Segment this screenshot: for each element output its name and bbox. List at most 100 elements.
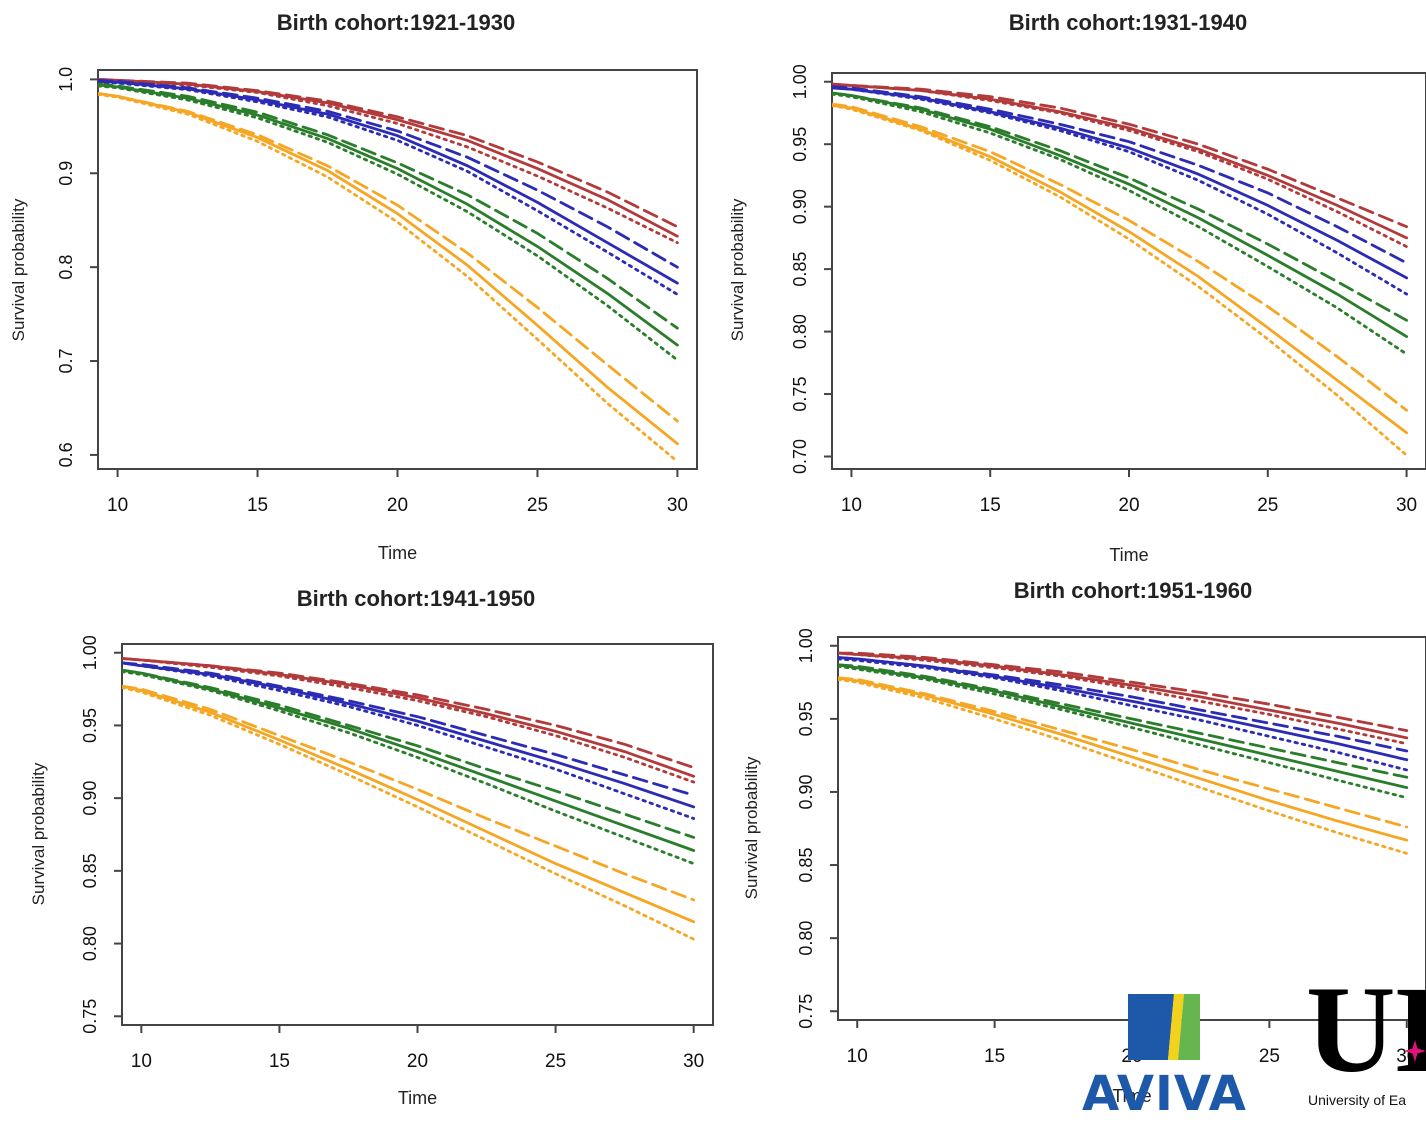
- series-line-green-dashed: [832, 91, 1408, 322]
- series-line-orange-dashed: [832, 102, 1408, 412]
- series-line-green-dotted: [832, 92, 1408, 356]
- x-tick-label: 20: [1118, 495, 1139, 516]
- y-tick-label: 0.6: [56, 442, 76, 467]
- y-tick-label: 0.95: [790, 127, 810, 162]
- x-tick-label: 15: [247, 495, 268, 516]
- series-line-green-dotted: [98, 84, 679, 362]
- x-tick-label: 15: [269, 1051, 290, 1072]
- y-tick-label: 0.85: [796, 848, 816, 883]
- x-tick-label: 20: [387, 495, 408, 516]
- y-tick-label: 0.90: [790, 189, 810, 224]
- y-tick-label: 0.7: [56, 349, 76, 374]
- y-tick-label: 0.90: [80, 781, 100, 816]
- x-tick-label: 10: [107, 495, 128, 516]
- y-tick-label: 0.80: [80, 926, 100, 961]
- chart-panel-1: Birth cohort:1921-1930 10 15 20 25 30 0.6 0.7 0.…: [9, 10, 698, 563]
- series-line-orange-dashed: [122, 684, 696, 902]
- y-tick-label: 1.00: [80, 635, 100, 670]
- y-tick-label: 1.00: [790, 64, 810, 99]
- y-axis-label: Survival probability: [9, 198, 28, 341]
- series-line-blue-dotted: [838, 657, 1409, 772]
- x-tick-label: 10: [841, 495, 862, 516]
- y-tick-label: 0.9: [56, 161, 76, 186]
- y-tick-label: 0.75: [790, 377, 810, 412]
- x-tick-label: 25: [545, 1051, 566, 1072]
- y-tick-label: 0.75: [80, 999, 100, 1034]
- series-line-orange-dashed: [838, 676, 1409, 829]
- chart-title: Birth cohort:1951-1960: [1014, 578, 1252, 603]
- series-line-blue-dashed: [98, 78, 679, 269]
- y-tick-label: 0.75: [796, 994, 816, 1029]
- series-line-orange-dashed: [98, 92, 679, 423]
- x-tick-label: 10: [131, 1051, 152, 1072]
- series-line-red-dashed: [832, 82, 1408, 229]
- series-line-red-dotted: [832, 82, 1408, 249]
- y-tick-label: 0.80: [796, 921, 816, 956]
- y-axis-label: Survival probability: [728, 198, 747, 341]
- series-line-blue-dashed: [122, 661, 696, 797]
- x-tick-label: 30: [1396, 495, 1417, 516]
- series-line-orange-solid: [832, 104, 1408, 435]
- chart-panel-3: Birth cohort:1941-1950 10 15 20 25 30 0.75 0.80…: [29, 586, 714, 1108]
- series-line-blue-solid: [832, 86, 1408, 280]
- y-tick-label: 0.80: [790, 314, 810, 349]
- series-line-red-dotted: [122, 657, 696, 784]
- chart-title: Birth cohort:1941-1950: [297, 586, 535, 611]
- series-line-blue-dotted: [122, 661, 696, 820]
- chart-title: Birth cohort:1931-1940: [1009, 10, 1247, 35]
- series-line-blue-dashed: [838, 656, 1409, 753]
- series-line-green-solid: [838, 663, 1409, 789]
- x-axis-label: Time: [378, 543, 417, 563]
- x-tick-label: 15: [980, 495, 1001, 516]
- x-tick-label: 25: [1257, 495, 1278, 516]
- x-tick-label: 25: [1259, 1046, 1280, 1067]
- chart-panel-2: Birth cohort:1931-1940 10 15 20 25 30 0.70 0.75…: [728, 10, 1426, 565]
- x-axis-label: Time: [1109, 545, 1148, 565]
- aviva-logo-blue-shape: [1128, 994, 1174, 1060]
- series-line-blue-dashed: [832, 85, 1408, 265]
- series-line-orange-solid: [838, 676, 1409, 842]
- series-line-blue-solid: [838, 656, 1409, 762]
- x-tick-label: 25: [527, 495, 548, 516]
- series-line-orange-dotted: [832, 104, 1408, 457]
- series-line-blue-dotted: [98, 80, 679, 296]
- y-tick-label: 0.8: [56, 255, 76, 280]
- series-line-green-dashed: [838, 663, 1409, 779]
- y-tick-label: 0.95: [80, 708, 100, 743]
- x-tick-label: 30: [667, 495, 688, 516]
- x-tick-label: 30: [683, 1051, 704, 1072]
- x-tick-label: 10: [847, 1046, 868, 1067]
- series-line-orange-dotted: [122, 686, 696, 941]
- uea-logo-subtitle: University of Ea: [1308, 1092, 1407, 1108]
- y-tick-label: 0.95: [796, 701, 816, 736]
- y-axis-label: Survival probability: [29, 762, 48, 905]
- y-tick-label: 0.85: [790, 252, 810, 287]
- uea-logo-text: UE: [1306, 961, 1426, 1098]
- series-line-red-dashed: [838, 651, 1409, 732]
- aviva-logo-yellow-shape: [1168, 994, 1184, 1060]
- uea-star-icon: [1404, 1040, 1426, 1062]
- x-axis-label: Time: [1112, 1086, 1151, 1106]
- aviva-logo-text: AVIVA: [1082, 1066, 1247, 1122]
- chart-panel-4: Birth cohort:1951-196010152025300.750.80…: [742, 578, 1426, 1106]
- series-line-green-dashed: [98, 82, 679, 330]
- y-tick-label: 0.90: [796, 774, 816, 809]
- series-line-green-dotted: [838, 664, 1409, 800]
- series-line-orange-dotted: [838, 678, 1409, 855]
- series-line-red-dashed: [98, 78, 679, 229]
- chart-title: Birth cohort:1921-1930: [277, 10, 515, 35]
- series-line-red-dotted: [838, 651, 1409, 746]
- plot-frame: [831, 72, 1426, 470]
- series-line-orange-solid: [122, 684, 696, 924]
- y-tick-label: 0.70: [790, 439, 810, 474]
- series-line-green-dotted: [122, 670, 696, 865]
- y-tick-label: 1.0: [56, 67, 76, 92]
- y-tick-label: 1.00: [796, 628, 816, 663]
- series-line-blue-dotted: [832, 86, 1408, 296]
- series-line-orange-dotted: [98, 93, 679, 463]
- x-axis-label: Time: [398, 1088, 437, 1108]
- y-tick-label: 0.85: [80, 853, 100, 888]
- aviva-logo-green-shape: [1178, 994, 1200, 1060]
- series-line-green-dashed: [122, 668, 696, 839]
